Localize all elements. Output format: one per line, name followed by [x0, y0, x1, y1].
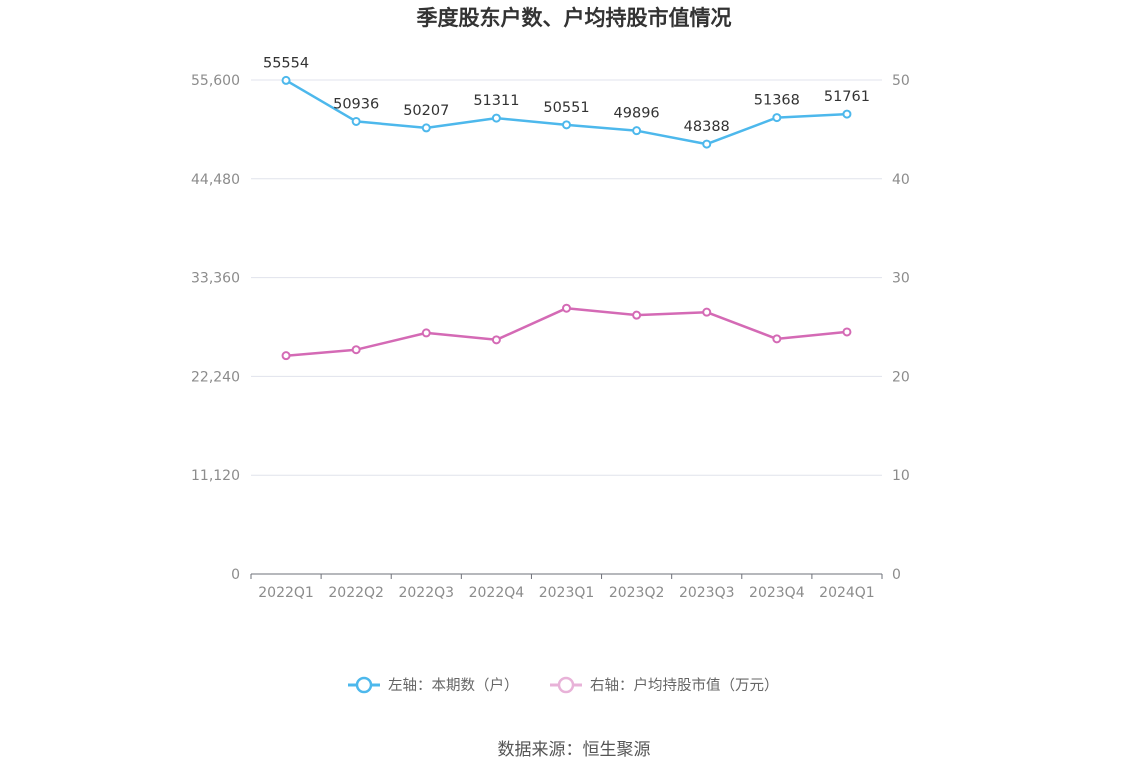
right-tick-label: 30 [892, 271, 910, 287]
series-line-1 [285, 306, 848, 357]
left-tick-label: 0 [231, 567, 240, 583]
series-point-0 [632, 126, 642, 136]
series-point-0 [842, 109, 852, 119]
x-tick-label: 2022Q1 [258, 585, 314, 601]
x-tick-label: 2023Q1 [539, 585, 595, 601]
left-tick-label: 11,120 [191, 468, 240, 484]
series-point-0 [421, 123, 431, 133]
legend-right-label: 右轴：户均持股市值（万元） [590, 677, 779, 694]
series-point-1 [281, 351, 291, 361]
series-point-1 [562, 303, 571, 313]
series-point-0 [281, 75, 291, 85]
chart-title: 季度股东户数、户均持股市值情况 [417, 6, 732, 30]
series-point-0 [772, 113, 782, 123]
x-tick-label: 2022Q4 [469, 585, 525, 601]
series-point-0 [351, 116, 361, 126]
legend-item-left[interactable]: 左轴：本期数（户） [348, 676, 519, 694]
legend-left-marker [355, 676, 373, 694]
x-axis: 2022Q1 2022Q2 2022Q3 2022Q4 2023Q1 2023Q2 2023… [250, 573, 883, 601]
series-point-1 [632, 310, 642, 320]
data-label: 50207 [403, 103, 449, 119]
series-point-1 [421, 328, 431, 338]
data-label: 50551 [543, 100, 589, 116]
data-label: 49896 [614, 106, 660, 122]
right-tick-label: 40 [892, 172, 910, 188]
x-tick-label: 2022Q3 [398, 585, 454, 601]
x-tick-label: 2023Q4 [749, 585, 805, 601]
legend-left-label: 左轴：本期数（户） [388, 677, 519, 694]
data-label: 51761 [824, 89, 870, 105]
left-axis-ticks: 0 11,120 22,240 33,360 44,480 55,600 [191, 73, 240, 583]
right-tick-label: 50 [892, 73, 910, 89]
legend-right-marker [557, 676, 575, 694]
series-point-1 [491, 335, 501, 345]
legend: 左轴：本期数（户） 右轴：户均持股市值（万元） [348, 676, 779, 694]
data-label: 51368 [754, 93, 800, 109]
legend-item-right[interactable]: 右轴：户均持股市值（万元） [550, 676, 779, 694]
source-note: 数据来源：恒生聚源 [498, 740, 651, 760]
right-tick-label: 10 [892, 468, 910, 484]
gridlines [251, 79, 882, 476]
right-tick-label: 20 [892, 369, 910, 385]
data-label: 48388 [684, 119, 730, 135]
x-tick-label: 2024Q1 [819, 585, 875, 601]
data-label: 51311 [473, 93, 519, 109]
series-point-0 [491, 113, 501, 123]
left-tick-label: 44,480 [191, 172, 240, 188]
series-point-0 [562, 120, 571, 130]
right-axis-ticks: 0 10 20 30 40 50 [892, 73, 910, 583]
right-tick-label: 0 [892, 567, 901, 583]
left-tick-label: 22,240 [191, 369, 240, 385]
series-layer [281, 75, 852, 361]
series-point-1 [842, 327, 852, 337]
x-tick-label: 2023Q3 [679, 585, 735, 601]
data-label: 55554 [263, 55, 309, 71]
series-point-0 [702, 139, 712, 149]
series-point-1 [702, 307, 712, 317]
x-tick-label: 2023Q2 [609, 585, 665, 601]
left-tick-label: 33,360 [191, 271, 240, 287]
x-tick-label: 2022Q2 [328, 585, 384, 601]
data-label: 50936 [333, 96, 379, 112]
series-point-1 [772, 334, 782, 344]
left-tick-label: 55,600 [191, 73, 240, 89]
data-labels: 55554 50936 50207 51311 50551 49896 48388 51368… [263, 55, 870, 135]
series-point-1 [351, 345, 361, 355]
